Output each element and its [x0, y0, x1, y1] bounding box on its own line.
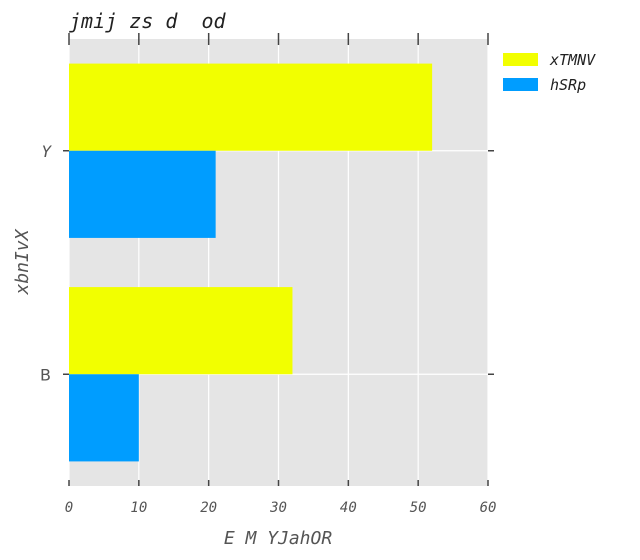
x-axis-label: E M YJahOR [224, 528, 333, 549]
x-tick-label: 20 [200, 500, 217, 516]
legend: xTMNV hSRp [503, 51, 596, 94]
bar-hsrp-b [69, 374, 139, 462]
bars [69, 63, 433, 462]
bar-xtmnv-y [69, 63, 433, 151]
x-tick-label: 30 [269, 500, 287, 516]
ticks [63, 33, 494, 486]
bar-hsrp-y [69, 150, 216, 238]
legend-swatch-hsrp [503, 78, 538, 91]
x-tick-label: 40 [340, 500, 357, 516]
y-tick-label: B [40, 365, 51, 384]
legend-label-xtmnv: xTMNV [549, 51, 596, 69]
x-tick-label: 60 [480, 500, 497, 516]
chart-title: jmij zs d od [69, 9, 226, 33]
y-tick-label: Y [41, 142, 52, 161]
x-tick-label: 50 [410, 500, 427, 516]
x-tick-label: 0 [65, 500, 73, 516]
bar-xtmnv-b [69, 287, 293, 375]
legend-label-hsrp: hSRp [550, 76, 586, 94]
y-axis-label: xbnIvX [12, 228, 33, 295]
x-tick-label: 10 [130, 500, 147, 516]
tick-labels: 0 10 20 30 40 50 60 B Y [40, 142, 496, 516]
legend-swatch-xtmnv [503, 53, 538, 66]
